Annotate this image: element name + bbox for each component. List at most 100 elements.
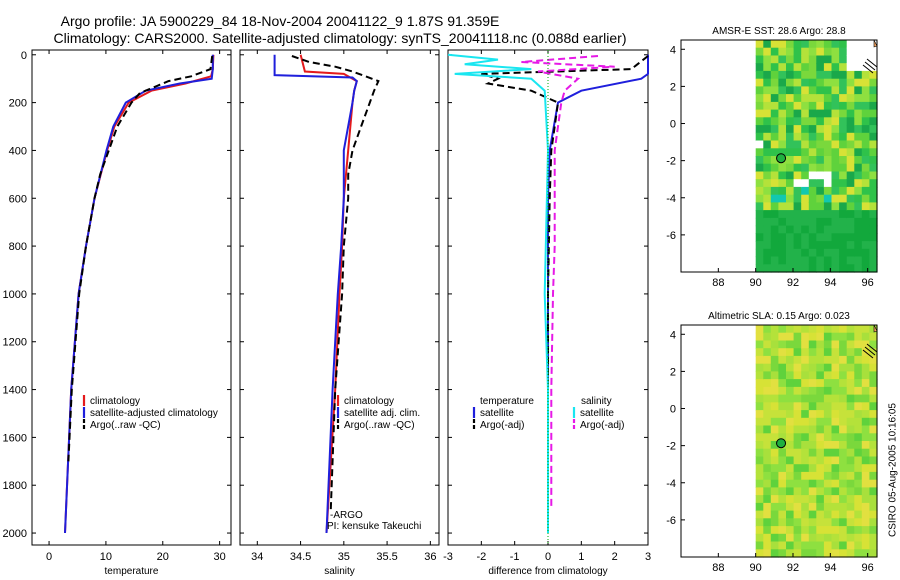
map-cell [869,340,878,349]
map-cell [869,210,878,219]
map-cell [816,533,825,543]
map-cell [801,264,810,273]
y-tick-label: 200 [9,98,27,110]
map-cell [823,441,833,450]
map-cell [755,63,764,72]
map-cell [801,248,810,258]
legend-salinity-title: salinity [581,396,612,407]
map-cell [839,340,848,349]
map-cell [801,464,810,473]
map-cell [786,348,795,357]
map-cell [846,40,855,49]
map-cell [816,355,825,365]
map-cell [763,402,772,411]
map-cell [831,487,840,496]
map-cell [755,109,764,118]
map-cell [869,371,878,380]
map-cell [839,379,848,388]
map-cell [770,256,779,265]
map-cell [786,402,795,411]
map-cell [816,241,825,250]
map-cell [839,417,848,427]
map-cell [770,518,779,527]
map-cell [778,125,787,134]
x-tick-label: 92 [787,562,799,574]
map-cell [823,217,833,227]
legend-satellite-adj-label: satellite adj. clim. [344,408,420,419]
map-cell [778,109,787,118]
map-cell [793,47,802,56]
map-cell [770,210,779,219]
map-cell [793,256,802,265]
map-cell [854,332,863,341]
map-cell [763,526,772,535]
map-cell [793,518,802,527]
map-cell [808,363,817,372]
coastline [862,343,878,359]
map-cell [854,94,863,103]
map-cell [793,225,802,234]
map-cell [823,433,833,442]
x-tick-label: 0 [545,551,551,563]
map-cell [778,171,787,180]
map-cell [854,518,863,527]
map-cell [786,448,795,457]
map-cell [839,241,848,250]
map-cell [816,479,825,488]
map-cell [778,386,787,396]
map-cell [816,202,825,211]
map-cell [793,125,802,134]
map-cell [831,225,840,234]
map-cell [793,410,802,419]
map-cell [861,510,870,519]
map-cell [846,410,855,419]
map-cell [755,217,764,227]
map-cell [846,217,855,227]
map-cell [854,194,863,203]
map-cell [816,256,825,265]
map-cell [839,225,848,234]
map-cell [861,94,870,103]
map-cell [808,171,817,180]
map-cell [869,448,878,457]
map-cell [808,70,817,80]
map-cell [823,140,833,149]
map-cell [831,40,840,49]
map-cell [793,510,802,519]
map-cell [801,241,810,250]
legend-temp-satellite-label: satellite [480,408,514,419]
map-cell [808,410,817,419]
map-cell [763,256,772,265]
map-cell [755,417,764,427]
map-cell [801,117,810,126]
map-cell [846,233,855,242]
map-cell [801,541,810,550]
map-cell [823,533,833,543]
plot-frame [31,49,232,546]
map-cell [839,125,848,134]
x-tick-label: 94 [824,562,836,574]
map-cell [861,332,870,341]
map-cell [763,140,772,149]
map-cell [846,264,855,273]
map-cell [831,533,840,543]
map-cell [755,379,764,388]
map-cell [793,448,802,457]
y-tick-label: 0 [670,119,676,131]
map-cell [839,355,848,365]
sla-map-panel: Altimetric SLA: 0.15 Argo: 0.023 88 90 92 94… [666,311,878,574]
map-cell [831,101,840,111]
map-cell [755,140,764,149]
map-cell [831,526,840,535]
x-tick-label: -2 [476,551,486,563]
map-cell [793,202,802,211]
map-cell [846,225,855,234]
map-cell [854,264,863,273]
map-cell [763,371,772,380]
y-tick-label: 800 [9,241,27,253]
map-cell [846,171,855,180]
map-cell [755,464,764,473]
map-cell [786,202,795,211]
map-cell [823,148,833,157]
map-cell [786,78,795,87]
